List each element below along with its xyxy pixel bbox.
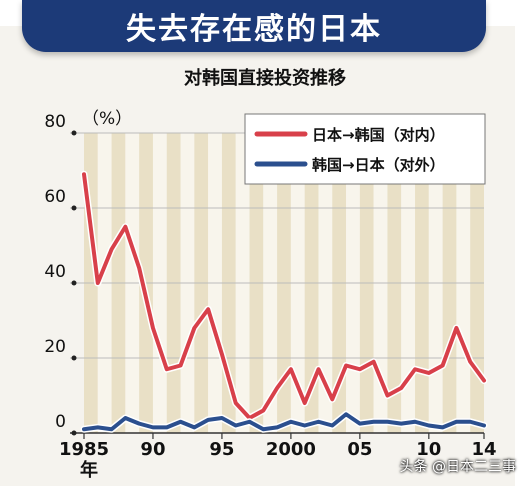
y-tick-dot (71, 130, 77, 136)
x-tick-label: 10 (416, 439, 441, 460)
series-line-2 (82, 412, 486, 432)
y-tick-label: 0 (55, 412, 66, 432)
legend: 日本→韩国（对内） 韩国→日本（对外） (244, 113, 486, 185)
y-tick-dot (71, 355, 77, 361)
watermark-text: 头条 @日本二三事 (399, 459, 516, 475)
title-banner: 失去存在感的日本 (22, 0, 486, 52)
x-tick-label: 1985 (59, 439, 109, 460)
y-tick-label: 20 (44, 337, 66, 357)
x-tick-label: 14 (471, 439, 496, 460)
x-tick-label: 05 (347, 439, 372, 460)
y-tick-dot (71, 280, 77, 286)
y-axis-ticks: 0 20 40 60 80 (44, 112, 77, 436)
x-axis-suffix: 年 (80, 459, 98, 481)
y-tick-label: 60 (44, 187, 66, 207)
y-tick-label: 40 (44, 262, 66, 282)
series-line-1 (82, 172, 486, 420)
legend-label: 韩国→日本（对外） (312, 156, 445, 174)
y-tick-dot (71, 430, 77, 436)
banner-title: 失去存在感的日本 (126, 12, 382, 47)
y-tick-label: 80 (44, 112, 66, 132)
x-tick-label: 90 (140, 439, 165, 460)
legend-label: 日本→韩国（对内） (312, 126, 445, 144)
series-lines (80, 170, 488, 433)
x-tick-label: 95 (209, 439, 234, 460)
x-tick-label: 2000 (266, 439, 316, 460)
chart-title: 对韩国直接投资推移 (184, 68, 346, 89)
y-tick-dot (71, 205, 77, 211)
x-axis-ticks: 1985 90 95 2000 05 10 14 (59, 433, 497, 460)
legend-box (244, 113, 486, 185)
y-axis-unit: （%） (82, 109, 132, 129)
